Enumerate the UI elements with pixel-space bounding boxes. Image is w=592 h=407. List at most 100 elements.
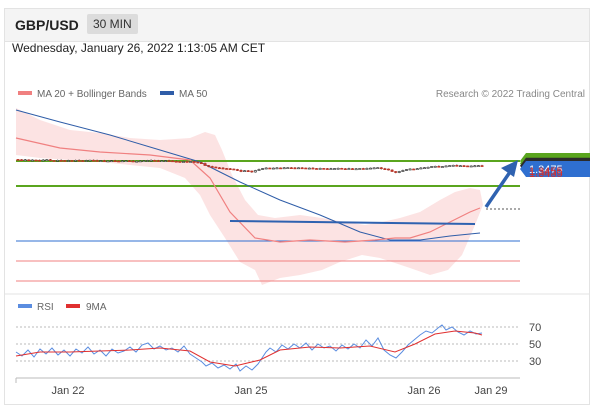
candle xyxy=(207,165,211,168)
candle xyxy=(268,167,272,170)
candle xyxy=(20,159,24,161)
candle xyxy=(358,168,362,170)
price-level-label: 1.3475 xyxy=(520,161,590,177)
candle xyxy=(462,165,466,167)
candle xyxy=(351,168,355,170)
candle xyxy=(239,169,243,173)
candle xyxy=(469,165,473,168)
candle xyxy=(448,165,452,167)
candle xyxy=(473,165,477,168)
candle xyxy=(34,159,38,162)
price-level-text: 1.3455 xyxy=(529,166,563,178)
price-level-label: 1.3455 xyxy=(529,166,563,178)
ma50-legend-label: MA 50 xyxy=(179,89,208,100)
candle xyxy=(397,170,401,174)
forecast-arrow xyxy=(484,160,518,208)
candle xyxy=(189,161,193,163)
rsi-line xyxy=(15,324,483,372)
candle xyxy=(74,159,78,162)
candle xyxy=(430,166,434,168)
candle xyxy=(476,165,480,167)
candle xyxy=(16,159,20,161)
candle xyxy=(124,160,128,162)
x-tick-label: Jan 29 xyxy=(474,385,507,397)
candle xyxy=(333,168,337,170)
candle xyxy=(99,160,103,162)
candle xyxy=(106,160,110,163)
rsi-tick-30: 30 xyxy=(529,356,541,368)
candle xyxy=(394,171,398,174)
candle xyxy=(45,159,49,161)
rsi-ma-line xyxy=(15,330,483,367)
candle xyxy=(386,168,390,171)
candle xyxy=(235,168,239,171)
candle xyxy=(113,159,117,162)
candle xyxy=(253,169,257,173)
ma20-legend-label: MA 20 + Bollinger Bands xyxy=(37,89,147,100)
candle xyxy=(38,159,42,162)
rsi-ma-legend-swatch xyxy=(66,304,80,308)
candle xyxy=(365,167,369,170)
candle xyxy=(56,159,60,162)
rsi-legend-swatch xyxy=(18,304,32,308)
candle xyxy=(329,167,333,170)
candle xyxy=(372,167,376,170)
candle xyxy=(185,160,189,163)
candle xyxy=(145,159,149,162)
candle xyxy=(390,169,394,172)
candle xyxy=(142,160,146,162)
candle xyxy=(340,167,344,170)
candle xyxy=(437,165,441,168)
candle xyxy=(246,170,250,172)
candle xyxy=(81,160,85,162)
candle xyxy=(153,159,157,162)
candle xyxy=(196,161,200,164)
candle xyxy=(286,167,290,169)
candle xyxy=(404,169,408,171)
candle xyxy=(41,159,45,162)
candle xyxy=(95,159,99,162)
price-level-tag xyxy=(520,161,590,177)
candle xyxy=(354,168,358,171)
candle xyxy=(343,168,347,170)
candle xyxy=(225,168,229,170)
candle xyxy=(84,159,88,162)
candle xyxy=(444,165,448,168)
rsi-tick-50: 50 xyxy=(529,339,541,351)
candle xyxy=(257,168,261,171)
candle xyxy=(325,168,329,170)
candle xyxy=(59,159,63,162)
candle xyxy=(27,159,31,162)
rsi-tick-70: 70 xyxy=(529,322,541,334)
rsi-legend-label: RSI xyxy=(37,302,54,313)
ma50-legend-swatch xyxy=(160,91,174,95)
ma20-legend-swatch xyxy=(18,91,32,95)
candle xyxy=(48,159,52,162)
candle xyxy=(426,166,430,169)
candle xyxy=(120,160,124,163)
candle xyxy=(433,165,437,168)
candle xyxy=(149,159,153,162)
candle xyxy=(52,160,56,162)
candle xyxy=(102,159,106,162)
candle xyxy=(63,160,67,162)
timestamp: Wednesday, January 26, 2022 1:13:05 AM C… xyxy=(12,41,266,55)
candle xyxy=(117,160,121,163)
trend-line xyxy=(229,220,476,225)
candle xyxy=(160,160,164,162)
candle xyxy=(181,160,185,163)
price-level-text: 1.3475 xyxy=(529,164,563,176)
candle xyxy=(171,160,175,163)
candle xyxy=(92,159,96,162)
candle xyxy=(422,167,426,169)
candle xyxy=(368,167,372,170)
candle xyxy=(361,167,365,170)
candle xyxy=(336,167,340,170)
candle xyxy=(279,167,283,170)
candle xyxy=(300,167,304,170)
candle xyxy=(250,170,254,173)
timeframe-badge[interactable]: 30 MIN xyxy=(87,14,138,34)
candle xyxy=(458,165,462,167)
candle xyxy=(311,167,315,170)
